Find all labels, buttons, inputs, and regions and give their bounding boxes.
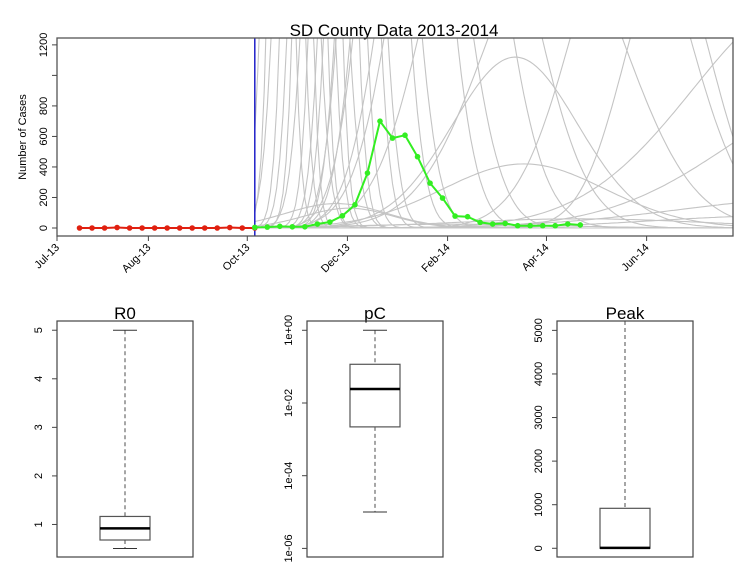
y-tick-label-2: 2000 bbox=[533, 449, 545, 473]
series-1-point-1 bbox=[264, 224, 271, 230]
series-1-point-21 bbox=[514, 222, 521, 229]
pc-boxplot: pC 1e-06 1e-04 1e-02 1e+00 bbox=[283, 304, 444, 562]
series-0-point-3 bbox=[114, 224, 120, 231]
series-1-point-13 bbox=[414, 153, 421, 160]
main-title: SD County Data 2013-2014 bbox=[290, 21, 499, 40]
series-1-point-22 bbox=[527, 222, 533, 229]
series-1-point-15 bbox=[439, 195, 446, 201]
series-0-point-2 bbox=[101, 225, 108, 231]
y-tick-label-3: 600 bbox=[38, 127, 50, 145]
series-1-point-10 bbox=[377, 118, 383, 124]
series-0-point-6 bbox=[151, 225, 158, 231]
series-0-point-0 bbox=[76, 225, 83, 231]
series-1-point-8 bbox=[352, 202, 358, 208]
y-tick-label-4: 5 bbox=[33, 327, 45, 333]
y-tick-label-2: 3 bbox=[33, 424, 45, 430]
y-tick-label-2: 1e-02 bbox=[283, 389, 295, 417]
box-title: Peak bbox=[606, 304, 645, 323]
y-tick-label-1: 1000 bbox=[533, 492, 545, 516]
series-0-point-9 bbox=[189, 225, 195, 231]
series-0-point-4 bbox=[126, 225, 133, 231]
series-1-point-4 bbox=[302, 223, 308, 230]
y-tick-label-4: 4000 bbox=[533, 362, 545, 386]
series-1-point-5 bbox=[314, 221, 321, 227]
y-tick-label-2: 400 bbox=[38, 158, 50, 176]
simulation-line-24 bbox=[254, 163, 733, 229]
simulation-line-18 bbox=[254, 56, 733, 229]
series-1-point-3 bbox=[289, 223, 296, 230]
series-1-point-19 bbox=[489, 221, 496, 227]
series-1-point-7 bbox=[339, 212, 346, 219]
x-tick-label-1: Aug-13 bbox=[120, 242, 154, 276]
y-tick-label-4: 800 bbox=[38, 97, 50, 115]
series-1-point-17 bbox=[464, 213, 471, 220]
r0-boxplot: R0 1 2 3 4 5 bbox=[33, 304, 194, 558]
x-tick-label-4: Feb-14 bbox=[420, 242, 453, 275]
series-1-point-16 bbox=[452, 213, 458, 219]
series-1-point-14 bbox=[427, 180, 433, 186]
series-1-point-0 bbox=[251, 224, 258, 231]
series-0-point-10 bbox=[201, 225, 208, 231]
series-0-point-13 bbox=[239, 225, 246, 231]
series-1-point-26 bbox=[577, 222, 584, 228]
series-0-point-8 bbox=[176, 225, 183, 231]
series-1-point-24 bbox=[552, 222, 559, 229]
x-tick-label-6: Jun-14 bbox=[619, 242, 651, 274]
series-1-point-11 bbox=[389, 135, 396, 141]
x-tick-label-3: Dec-13 bbox=[319, 242, 353, 276]
series-0-point-12 bbox=[226, 224, 233, 231]
peak-boxplot: Peak 0 1000 2000 3000 4000 5000 bbox=[533, 304, 694, 558]
y-tick-label-3: 3000 bbox=[533, 405, 545, 429]
y-axis-label: Number of Cases bbox=[17, 94, 29, 180]
y-tick-label-3: 4 bbox=[33, 376, 45, 382]
y-tick-label-0: 0 bbox=[38, 225, 50, 231]
y-tick-label-5: 5000 bbox=[533, 318, 545, 342]
series-1-point-20 bbox=[502, 220, 508, 227]
series-1-point-12 bbox=[402, 132, 408, 139]
y-tick-label-1: 1e-04 bbox=[283, 462, 295, 490]
y-tick-label-6: 1200 bbox=[38, 33, 50, 57]
x-tick-label-0: Jul-13 bbox=[32, 242, 62, 272]
y-tick-label-0: 0 bbox=[533, 545, 545, 551]
series-0-point-1 bbox=[89, 225, 95, 231]
y-tick-label-3: 1e+00 bbox=[283, 315, 295, 346]
simulation-lines bbox=[254, 38, 733, 229]
y-tick-label-0: 1 bbox=[33, 521, 45, 527]
y-tick-label-1: 200 bbox=[38, 188, 50, 206]
series-1-point-23 bbox=[539, 222, 546, 229]
box-frame bbox=[556, 320, 694, 558]
interquartile-box bbox=[599, 507, 651, 549]
main-time-series-plot: SD County Data 2013-2014 Number of Cases… bbox=[17, 21, 734, 276]
box-title: pC bbox=[364, 304, 386, 323]
series-0-point-7 bbox=[164, 225, 170, 231]
series-0-point-11 bbox=[214, 225, 221, 231]
box-frame bbox=[56, 320, 194, 558]
box-title: R0 bbox=[114, 304, 136, 323]
interquartile-box bbox=[349, 363, 401, 428]
series-1-point-18 bbox=[477, 219, 483, 226]
y-tick-label-1: 2 bbox=[33, 473, 45, 479]
series-line-1 bbox=[254, 118, 581, 229]
series-1-point-2 bbox=[277, 223, 283, 230]
series-1-point-9 bbox=[364, 170, 371, 176]
x-tick-label-5: Apr-14 bbox=[520, 242, 552, 274]
y-tick-label-0: 1e-06 bbox=[283, 534, 295, 562]
plot-frame bbox=[56, 37, 734, 237]
series-1-point-6 bbox=[327, 219, 333, 225]
box-frame bbox=[306, 320, 444, 558]
x-tick-label-2: Oct-13 bbox=[221, 242, 253, 274]
series-1-point-25 bbox=[564, 221, 571, 227]
series-0-point-5 bbox=[139, 225, 145, 231]
